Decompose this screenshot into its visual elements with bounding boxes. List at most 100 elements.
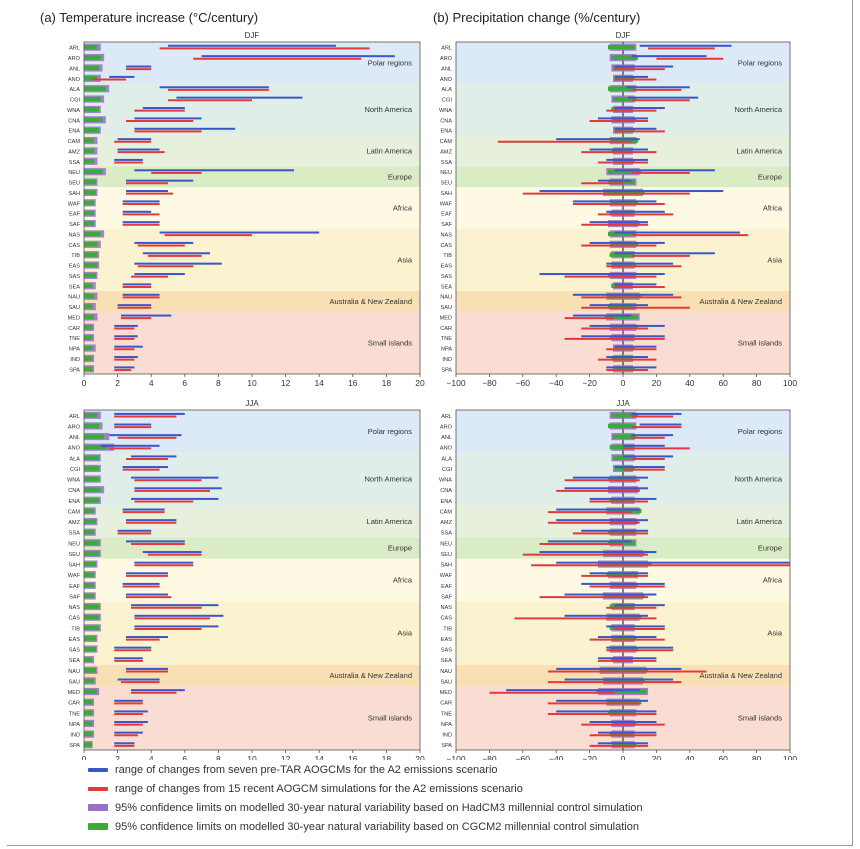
recent-bar — [114, 140, 152, 143]
recent-bar — [114, 659, 143, 662]
x-tick-label: −40 — [549, 754, 564, 760]
recent-bar — [564, 337, 665, 340]
recent-bar — [589, 744, 649, 747]
cgcm2-bar — [609, 498, 634, 503]
recent-bar — [134, 617, 210, 620]
cgcm2-bar — [612, 262, 637, 268]
group-label: Europe — [758, 544, 782, 553]
x-tick-label: 20 — [652, 754, 662, 760]
cgcm2-bar — [607, 44, 635, 50]
recent-bar — [126, 596, 172, 599]
recent-bar — [581, 223, 649, 226]
group-label: Australia & New Zealand — [329, 671, 412, 680]
region-band — [84, 537, 420, 559]
recent-bar — [614, 130, 665, 133]
recent-bar — [159, 47, 370, 50]
recent-bar — [131, 691, 177, 694]
x-tick-label: 16 — [348, 754, 358, 760]
recent-bar — [126, 670, 168, 673]
pre-tar-bar — [547, 540, 632, 543]
recent-bar — [606, 348, 657, 351]
pre-tar-bar — [572, 476, 649, 479]
cgcm2-bar — [84, 455, 100, 461]
region-label: AMZ — [440, 520, 452, 526]
pre-tar-bar — [614, 252, 715, 255]
recent-bar — [514, 617, 657, 620]
pre-tar-bar — [631, 412, 682, 415]
pre-tar-bar — [572, 200, 657, 203]
recent-bar — [497, 140, 632, 143]
pre-tar-bar — [134, 127, 236, 130]
cgcm2-bar — [607, 293, 642, 299]
pre-tar-bar — [606, 625, 665, 628]
recent-bar — [581, 244, 657, 247]
cgcm2-bar — [609, 731, 634, 737]
region-label: WAF — [68, 573, 81, 579]
region-band — [84, 83, 420, 136]
legend-swatch-cgcm2 — [88, 823, 108, 830]
cgcm2-bar — [84, 356, 93, 361]
region-label: ANL — [441, 66, 452, 72]
region-label: ENA — [440, 499, 452, 505]
legend-swatch-pre-tar — [88, 767, 108, 772]
chart-canvas: ARL ARO ANL ANO ALA CGI WNA CNA ENA CAM AMZ SSA NEU S… — [67, 31, 797, 760]
region-label: CAS — [68, 243, 80, 249]
group-label: North America — [734, 475, 782, 484]
pre-tar-bar — [122, 221, 160, 224]
recent-bar — [134, 628, 202, 631]
cgcm2-bar — [611, 148, 632, 154]
region-label: SAF — [69, 594, 80, 600]
cgcm2-bar — [84, 44, 98, 50]
region-label: NPA — [441, 347, 452, 353]
cgcm2-bar — [84, 721, 93, 726]
region-label: NAU — [440, 295, 452, 301]
pre-tar-bar — [114, 742, 135, 745]
region-label: CAR — [68, 326, 80, 332]
pre-tar-bar — [597, 636, 657, 639]
panel-b-title: (b) Precipitation change (%/century) — [433, 10, 641, 25]
x-tick-label: 40 — [685, 378, 695, 388]
recent-bar — [547, 670, 707, 673]
cgcm2-bar — [609, 487, 640, 492]
cgcm2-bar — [607, 529, 635, 535]
pre-tar-bar — [126, 519, 177, 522]
recent-bar — [539, 543, 623, 546]
recent-bar — [134, 109, 185, 112]
x-tick-label: −100 — [446, 378, 465, 388]
cgcm2-bar — [604, 314, 639, 320]
pre-tar-bar — [606, 158, 649, 161]
recent-bar — [589, 500, 649, 503]
cgcm2-bar — [611, 657, 632, 662]
recent-bar — [114, 337, 135, 340]
pre-tar-bar — [556, 519, 649, 522]
recent-bar — [126, 182, 168, 185]
season-label: JJA — [245, 399, 259, 408]
recent-bar — [648, 47, 715, 50]
pre-tar-bar — [109, 75, 135, 78]
season-label: DJF — [245, 31, 260, 40]
x-tick-label: 16 — [348, 378, 358, 388]
recent-bar — [122, 286, 152, 289]
cgcm2-bar — [84, 221, 95, 226]
cgcm2-bar — [609, 625, 634, 631]
group-label: Australia & New Zealand — [699, 297, 782, 306]
pre-tar-bar — [556, 561, 790, 564]
x-tick-label: 10 — [247, 378, 257, 388]
pre-tar-bar — [122, 283, 152, 286]
region-label: TIB — [71, 626, 80, 632]
region-label: TNE — [69, 336, 80, 342]
cgcm2-bar — [84, 200, 95, 206]
cgcm2-bar — [609, 221, 640, 226]
x-tick-label: −60 — [516, 754, 531, 760]
region-label: CAM — [440, 139, 453, 145]
region-label: SAS — [441, 648, 452, 654]
region-label: ANL — [441, 435, 452, 441]
recent-bar — [614, 628, 665, 631]
region-label: NPA — [69, 347, 80, 353]
cgcm2-bar — [84, 678, 95, 684]
recent-bar — [564, 317, 615, 320]
recent-bar — [589, 638, 665, 641]
pre-tar-bar — [122, 293, 160, 296]
region-label: WNA — [67, 108, 80, 114]
pre-tar-bar — [589, 148, 649, 151]
